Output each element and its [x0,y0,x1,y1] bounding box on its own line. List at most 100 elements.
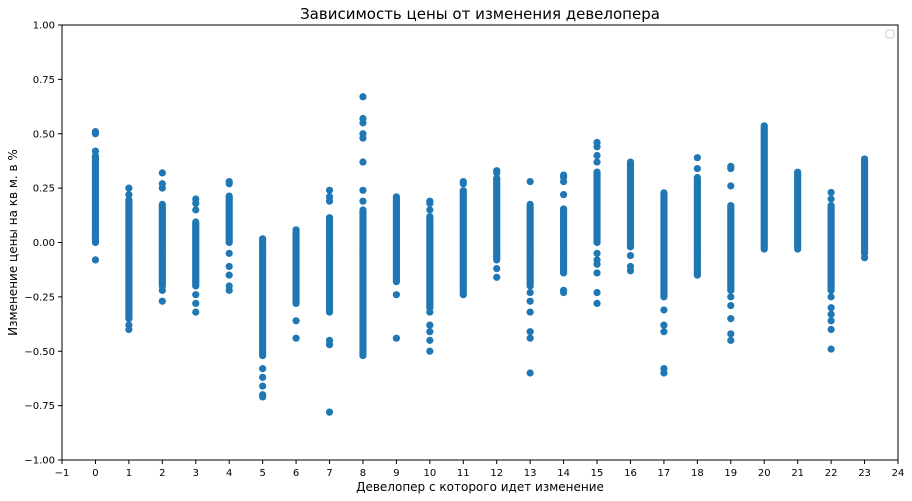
data-point [292,334,300,342]
x-tick-label: 0 [92,468,98,479]
data-point [827,304,835,312]
data-point [593,151,601,160]
data-point [359,206,367,214]
data-point [459,187,467,195]
x-tick-label: 22 [825,468,838,479]
x-axis-label: Девелопер с которого идет изменение [356,480,604,494]
data-point [693,173,701,182]
data-point [259,393,267,401]
y-axis-ticks: −1.00 −0.75 −0.50 −0.25 0.00 0.25 0.50 0.75 1.00 [24,21,62,467]
data-point [693,154,701,162]
x-tick-label: 8 [360,468,366,479]
y-tick-label: −0.50 [24,347,55,358]
data-point [426,197,434,205]
data-point [259,382,267,390]
y-tick-label: 0.00 [33,238,55,249]
data-point [560,171,568,179]
x-tick-label: 4 [226,468,232,479]
data-point [325,214,334,222]
x-tick-label: 18 [691,468,704,479]
data-point [91,147,100,155]
data-point [392,334,400,342]
data-point [727,293,735,301]
data-point [91,256,100,264]
data-point [526,178,534,186]
data-point [359,114,367,123]
y-tick-label: 0.50 [33,129,55,140]
y-axis-label: Изменение цены на кв м. в % [6,149,20,336]
x-tick-label: 9 [393,468,399,479]
data-point [259,235,267,243]
data-point [560,205,568,213]
data-point [727,162,735,170]
data-point [526,288,534,297]
chart-title: Зависимость цены от изменения девелопера [300,5,660,23]
data-point [392,193,400,201]
data-point [593,138,601,147]
data-point [225,192,233,200]
data-point [626,158,635,166]
data-point [192,218,200,226]
data-point [459,178,467,186]
y-tick-label: −0.75 [24,401,55,412]
data-point [91,127,100,136]
data-point [626,267,635,275]
data-point [727,182,735,190]
data-point [727,315,735,323]
data-point [626,251,635,260]
x-tick-label: 24 [892,468,905,479]
x-tick-label: 6 [293,468,299,479]
data-point [158,169,166,177]
y-tick-label: 0.25 [33,184,55,195]
data-point [426,206,434,214]
data-point [827,317,835,325]
data-point [125,191,133,199]
data-point [158,200,166,208]
data-point [225,249,233,257]
data-point [426,347,434,355]
data-point [760,122,768,130]
x-tick-label: 19 [724,468,737,479]
data-point [560,288,568,297]
data-point [526,200,534,208]
data-point [660,328,668,336]
data-point [158,297,166,305]
data-point [493,167,501,175]
data-point [158,286,166,294]
x-tick-label: 12 [490,468,503,479]
data-point [827,293,835,301]
data-point [91,152,100,160]
data-point [392,291,400,299]
data-point [225,271,233,279]
data-point [827,345,835,353]
data-point [526,328,534,336]
data-point [259,373,267,381]
data-point [660,369,668,377]
data-point [526,297,534,305]
data-point [359,197,367,205]
data-point [325,193,334,201]
y-tick-label: 0.75 [33,75,55,86]
y-tick-label: −0.25 [24,292,55,303]
x-tick-label: 15 [591,468,604,479]
x-tick-label: 17 [658,468,671,479]
data-point [91,232,100,240]
data-point [359,93,367,101]
data-point [493,265,501,273]
data-point [727,301,735,310]
legend-box [885,29,895,39]
x-tick-label: 2 [159,468,165,479]
data-point [225,178,233,186]
data-point [526,334,534,342]
data-point [225,282,233,290]
data-point [292,317,300,325]
data-point [827,188,835,197]
x-tick-label: 21 [791,468,804,479]
x-tick-label: 14 [557,468,570,479]
data-point [292,226,300,234]
data-point [192,195,200,203]
data-point [225,262,233,271]
y-tick-label: −1.00 [24,456,55,467]
data-point [158,180,166,188]
